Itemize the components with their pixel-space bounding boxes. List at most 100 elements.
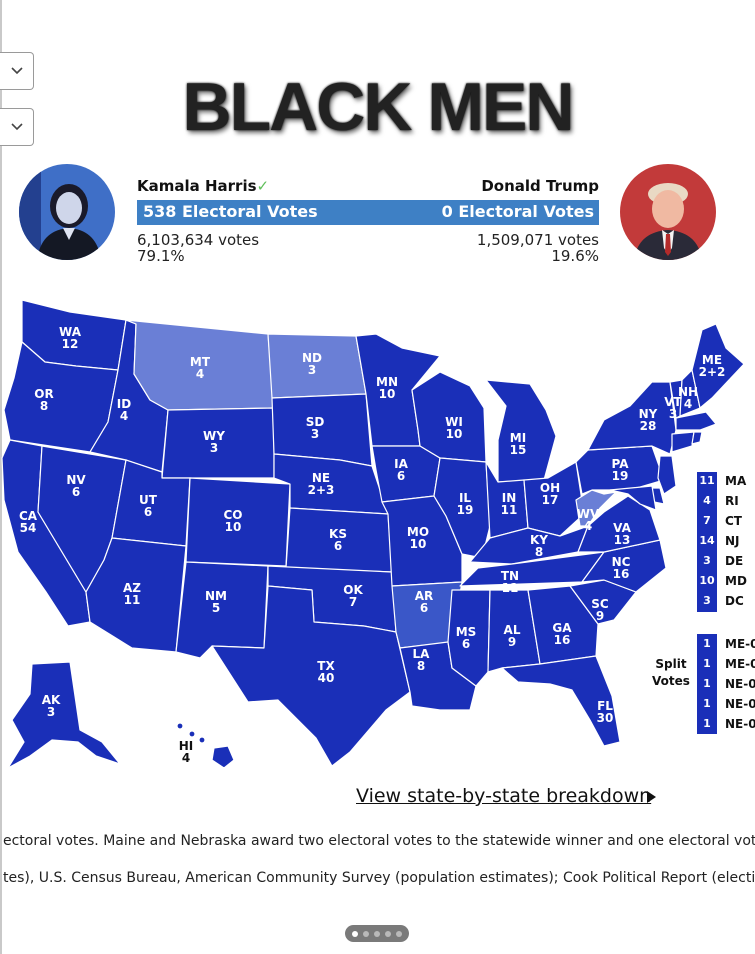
state-az[interactable]: [85, 537, 187, 653]
state-tx[interactable]: [211, 585, 411, 767]
small-state-label-ma[interactable]: MA: [725, 474, 747, 488]
harris-name: Kamala Harris✓: [137, 177, 270, 195]
state-ev-mt: 4: [196, 367, 204, 381]
state-ev-ok: 7: [349, 595, 357, 609]
filter-dropdown-1[interactable]: [0, 52, 34, 90]
state-ev-ms: 6: [462, 637, 470, 651]
state-hi-island: [176, 722, 184, 730]
state-ga[interactable]: [527, 585, 599, 665]
state-label-nh: NH: [678, 385, 698, 399]
state-nj[interactable]: [657, 455, 677, 495]
state-ev-ga: 16: [554, 633, 571, 647]
state-ev-ne: 2+3: [308, 483, 335, 497]
state-label-ut: UT: [139, 493, 158, 507]
pager-dot[interactable]: [396, 930, 402, 937]
state-ri[interactable]: [691, 431, 703, 445]
state-ev-ia: 6: [397, 469, 405, 483]
state-ev-nc: 16: [613, 567, 630, 581]
chevron-down-icon: [10, 67, 23, 75]
state-ev-or: 8: [40, 399, 48, 413]
state-label-ky: KY: [530, 533, 548, 547]
small-state-ev-de: 3: [697, 552, 717, 570]
pager-dot[interactable]: [385, 930, 391, 937]
state-ev-ca: 54: [20, 521, 37, 535]
state-ev-sc: 9: [596, 609, 604, 623]
small-state-label-ct[interactable]: CT: [725, 514, 742, 528]
footnote-line-2: tes), U.S. Census Bureau, American Commu…: [3, 870, 755, 886]
small-state-ev-md: 10: [697, 572, 717, 590]
state-ev-wa: 12: [62, 337, 79, 351]
state-ev-nd: 3: [308, 363, 316, 377]
state-label-ms: MS: [456, 625, 477, 639]
state-ak[interactable]: [7, 661, 121, 769]
state-label-me: ME: [702, 353, 722, 367]
state-ma[interactable]: [675, 411, 717, 431]
state-md[interactable]: [609, 485, 657, 511]
harris-electoral-votes: 538 Electoral Votes: [143, 202, 318, 221]
state-label-sd: SD: [306, 415, 325, 429]
split-votes-label: Split Votes: [652, 657, 690, 688]
state-nd[interactable]: [267, 333, 367, 399]
state-label-nv: NV: [66, 473, 86, 487]
state-label-mi: MI: [510, 431, 526, 445]
small-state-label-nj[interactable]: NJ: [725, 534, 740, 548]
state-ev-tx: 40: [318, 671, 335, 685]
small-state-label-ri[interactable]: RI: [725, 494, 739, 508]
state-me[interactable]: [691, 323, 745, 409]
great-lakes: [470, 386, 498, 440]
pager-dot[interactable]: [374, 930, 380, 937]
state-ev-tn: 11: [502, 581, 519, 595]
split-vote-ev: 1: [697, 635, 717, 653]
state-ev-pa: 19: [612, 469, 629, 483]
state-ev-vt: 3: [669, 407, 677, 421]
state-ev-wi: 10: [446, 427, 463, 441]
state-hi[interactable]: [211, 745, 235, 769]
state-ev-la: 8: [417, 659, 425, 673]
state-label-ga: GA: [552, 621, 572, 635]
state-ev-nv: 6: [72, 485, 80, 499]
state-wv[interactable]: [575, 489, 617, 527]
state-nm[interactable]: [175, 561, 269, 659]
trump-avatar: [620, 164, 716, 260]
small-state-label-dc[interactable]: DC: [725, 594, 744, 608]
state-fl[interactable]: [501, 655, 621, 747]
carousel-pager[interactable]: [345, 925, 409, 942]
state-tn[interactable]: [459, 551, 605, 587]
pager-dot-active[interactable]: [352, 930, 358, 937]
pager-dot[interactable]: [363, 930, 369, 937]
filter-dropdown-2[interactable]: [0, 108, 34, 146]
split-vote-label[interactable]: NE-0: [725, 717, 755, 731]
split-vote-label[interactable]: ME-0: [725, 637, 755, 651]
small-state-ev-nj: 14: [697, 532, 717, 550]
state-ev-wy: 3: [210, 441, 218, 455]
state-ev-al: 9: [508, 635, 516, 649]
trump-percent: 19.6%: [551, 247, 599, 265]
headline: BLACK MEN: [182, 69, 575, 145]
state-label-vt: VT: [664, 395, 682, 409]
state-label-ok: OK: [343, 583, 363, 597]
play-arrow-icon[interactable]: [647, 791, 656, 803]
split-vote-label[interactable]: NE-0: [725, 697, 755, 711]
small-state-label-de[interactable]: DE: [725, 554, 744, 568]
state-label-in: IN: [502, 491, 517, 505]
state-ev-ar: 6: [420, 601, 428, 615]
state-label-az: AZ: [123, 581, 141, 595]
split-vote-label[interactable]: ME-0: [725, 657, 755, 671]
state-ny[interactable]: [587, 381, 677, 455]
state-ev-in: 11: [501, 503, 518, 517]
harris-vote-count: 6,103,634 votes: [137, 231, 260, 249]
state-label-ia: IA: [394, 457, 408, 471]
state-label-pa: PA: [612, 457, 630, 471]
state-ia[interactable]: [371, 445, 441, 503]
split-vote-label[interactable]: NE-0: [725, 677, 755, 691]
state-ev-mn: 10: [379, 387, 396, 401]
state-breakdown-link[interactable]: View state-by-state breakdown: [356, 785, 652, 807]
chevron-down-icon: [10, 123, 23, 131]
small-state-ev-ma: 11: [697, 472, 717, 490]
state-label-ca: CA: [19, 509, 38, 523]
state-ct[interactable]: [671, 431, 695, 453]
state-ev-co: 10: [225, 520, 242, 534]
state-label-mt: MT: [190, 355, 211, 369]
state-ev-nm: 5: [212, 601, 220, 615]
small-state-label-md[interactable]: MD: [725, 574, 747, 588]
